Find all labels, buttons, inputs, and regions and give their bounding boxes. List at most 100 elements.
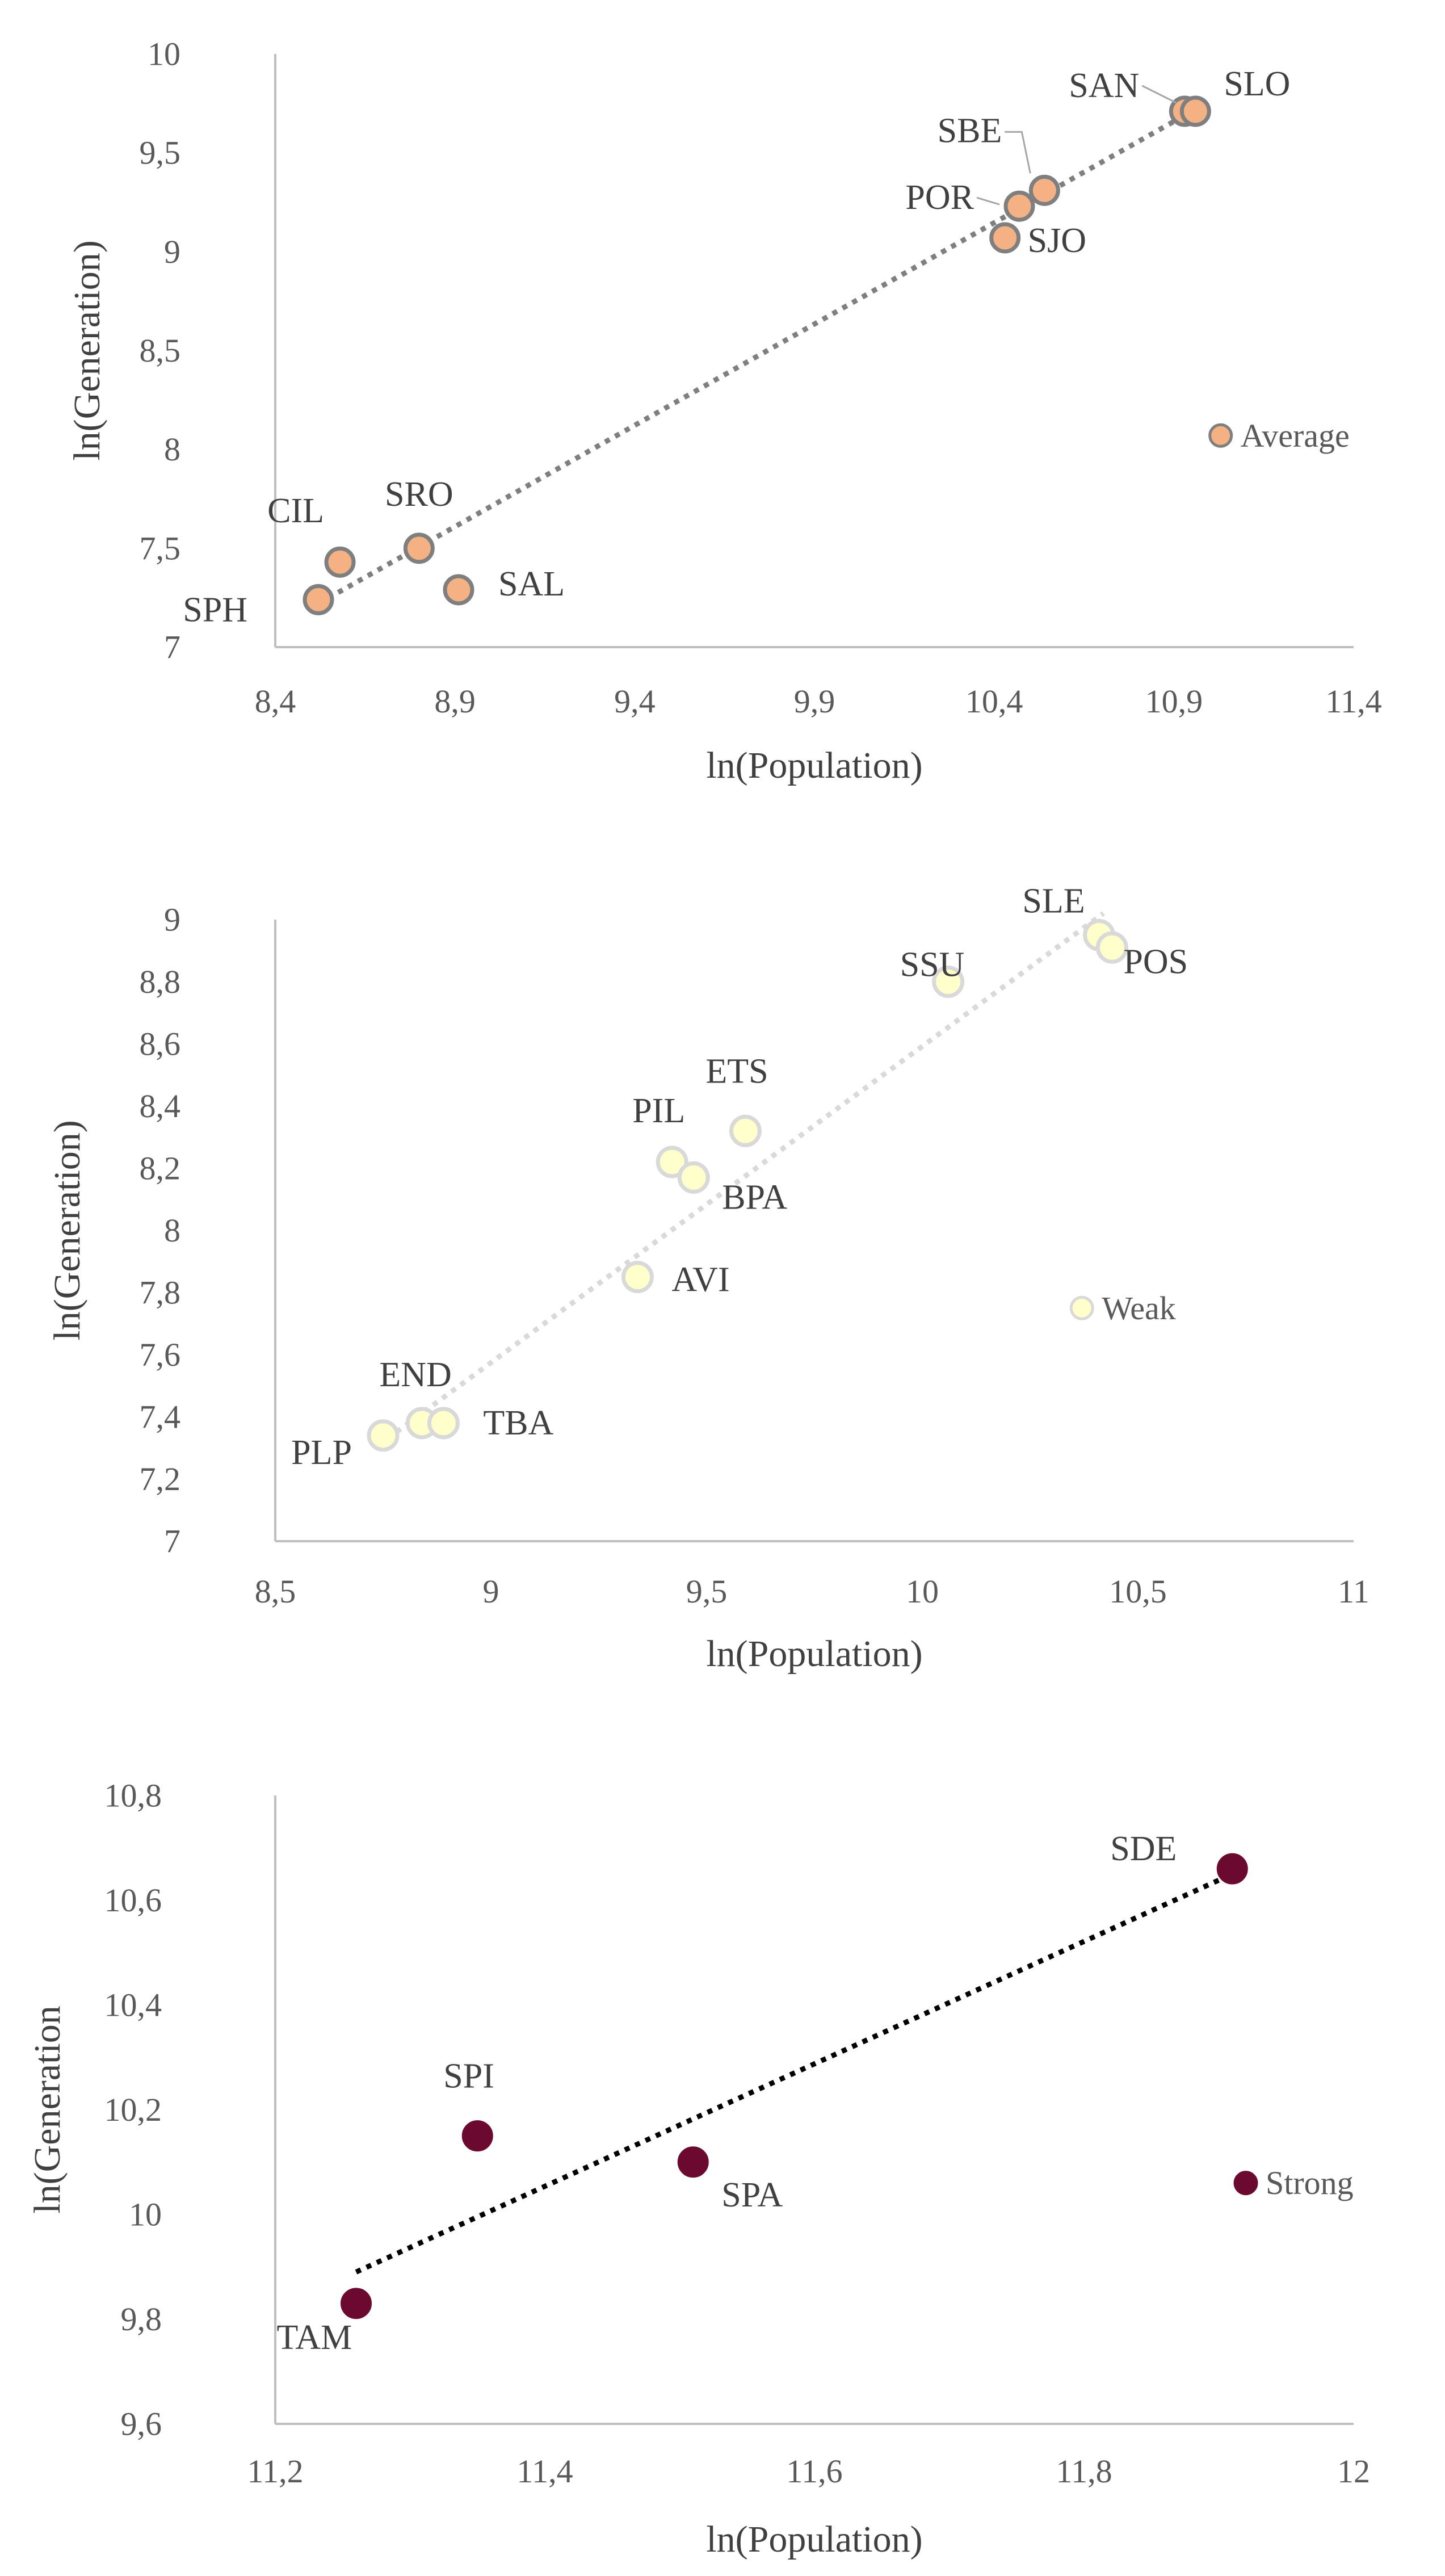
data-label-sbe: SBE xyxy=(938,111,1002,150)
legend-marker xyxy=(1069,1295,1094,1320)
x-tick-label: 12 xyxy=(1337,2453,1370,2490)
data-point-spa xyxy=(677,2146,709,2178)
data-label-avi: AVI xyxy=(671,1261,729,1299)
y-axis-title: ln(Generation) xyxy=(66,240,108,461)
data-label-sal: SAL xyxy=(498,565,565,603)
x-tick-label: 11,6 xyxy=(786,2453,842,2490)
legend-label: Strong xyxy=(1266,2164,1354,2201)
data-point-sde xyxy=(1216,1853,1248,1885)
y-tick-label: 10 xyxy=(148,36,180,73)
data-point-slo xyxy=(1179,95,1211,127)
data-label-pil: PIL xyxy=(632,1092,685,1130)
x-tick-label: 10 xyxy=(906,1573,939,1610)
x-tick-label: 9,5 xyxy=(686,1573,728,1610)
y-tick-label: 8,2 xyxy=(140,1150,181,1187)
data-point-sbe xyxy=(1028,174,1060,206)
data-point-sph xyxy=(303,584,334,615)
x-tick-label: 10,5 xyxy=(1109,1573,1167,1610)
data-point-spi xyxy=(461,2120,493,2152)
y-tick-label: 9 xyxy=(164,233,180,270)
data-label-sde: SDE xyxy=(1110,1830,1177,1868)
data-label-ssu: SSU xyxy=(900,946,965,984)
y-axis-title: ln(Generation) xyxy=(47,1120,88,1341)
data-label-tam: TAM xyxy=(277,2318,352,2357)
trendline xyxy=(355,1872,1234,2275)
x-tick-label: 11,4 xyxy=(1325,683,1381,720)
y-tick-label: 10 xyxy=(129,2196,162,2233)
y-tick-label: 7,2 xyxy=(140,1461,181,1497)
y-tick-label: 8 xyxy=(164,431,180,468)
y-tick-label: 7,5 xyxy=(140,530,181,567)
data-label-bpa: BPA xyxy=(722,1178,787,1216)
data-label-sle: SLE xyxy=(1022,882,1085,920)
x-tick-label: 8,9 xyxy=(434,683,476,720)
y-tick-label: 8,4 xyxy=(140,1088,181,1125)
data-label-san: SAN xyxy=(1069,66,1139,105)
data-point-pil xyxy=(656,1146,688,1178)
x-tick-label: 11,8 xyxy=(1056,2453,1112,2490)
data-label-slo: SLO xyxy=(1224,65,1290,103)
data-label-sph: SPH xyxy=(183,590,247,629)
x-axis-title: ln(Population) xyxy=(706,1633,922,1675)
data-point-plp xyxy=(367,1419,400,1452)
data-label-spi: SPI xyxy=(443,2057,494,2096)
x-tick-label: 10,9 xyxy=(1145,683,1203,720)
data-label-sro: SRO xyxy=(385,475,453,514)
chart-1-average: 8,4 8,9 9,4 9,9 10,4 10,9 11,4 7 7,5 8 8,5 9 9,5 10 ln… xyxy=(66,36,1382,787)
y-tick-label: 9,6 xyxy=(121,2406,162,2443)
x-tick-label: 9,4 xyxy=(614,683,656,720)
y-tick-label: 7 xyxy=(164,1523,180,1560)
x-tick-label: 8,5 xyxy=(255,1573,296,1610)
data-label-cil: CIL xyxy=(267,492,324,530)
y-tick-label: 10,6 xyxy=(104,1882,162,1919)
data-label-tba: TBA xyxy=(483,1404,553,1442)
x-tick-label: 10,4 xyxy=(965,683,1023,720)
data-point-bpa xyxy=(677,1161,710,1194)
y-tick-label: 7,8 xyxy=(140,1274,181,1311)
legend-label: Average xyxy=(1241,417,1350,454)
x-axis-title: ln(Population) xyxy=(706,745,922,786)
data-label-spa: SPA xyxy=(721,2176,783,2214)
y-tick-label: 10,4 xyxy=(104,1987,162,2024)
y-tick-label: 9,5 xyxy=(140,135,181,171)
data-label-end: END xyxy=(379,1356,451,1394)
y-tick-label: 8,5 xyxy=(140,332,181,369)
trendline xyxy=(385,911,1105,1441)
data-label-pos: POS xyxy=(1123,942,1188,981)
chart-2-weak: 8,5 9 9,5 10 10,5 11 7 7,2 7,4 7,6 7,8 8 8,2 8,4 8,6 8,… xyxy=(47,882,1370,1675)
y-tick-label: 8,6 xyxy=(140,1026,181,1063)
label-leader-line xyxy=(1141,85,1177,104)
data-point-sjo xyxy=(989,222,1021,254)
data-point-tam xyxy=(341,2288,372,2319)
data-point-tba xyxy=(427,1407,460,1440)
y-tick-label: 9,8 xyxy=(121,2301,162,2338)
data-point-cil xyxy=(324,546,356,578)
data-point-por xyxy=(1003,190,1035,222)
y-tick-label: 10,8 xyxy=(104,1777,162,1814)
y-tick-label: 7,4 xyxy=(140,1399,181,1436)
y-tick-label: 8,8 xyxy=(140,963,181,1000)
y-tick-label: 7 xyxy=(164,629,180,666)
y-tick-label: 8 xyxy=(164,1212,180,1249)
data-label-ets: ETS xyxy=(705,1052,768,1090)
legend-marker xyxy=(1233,2171,1258,2196)
data-point-pos xyxy=(1095,931,1128,964)
data-point-ssu xyxy=(932,966,965,998)
data-label-plp: PLP xyxy=(291,1433,352,1472)
data-point-sal xyxy=(443,574,474,606)
y-tick-label: 10,2 xyxy=(104,2091,162,2128)
y-tick-label: 7,6 xyxy=(140,1336,181,1373)
x-tick-label: 11,4 xyxy=(516,2453,573,2490)
chart-3-strong: 11,2 11,4 11,6 11,8 12 9,6 9,8 10 10,2 10,4 10,6 10… xyxy=(27,1777,1370,2561)
legend-label: Weak xyxy=(1102,1290,1176,1327)
data-point-ets xyxy=(729,1114,762,1147)
x-axis-title: ln(Population) xyxy=(706,2519,922,2560)
label-leader-line xyxy=(976,196,1000,205)
x-tick-label: 11,2 xyxy=(247,2453,303,2490)
x-tick-label: 8,4 xyxy=(255,683,296,720)
y-tick-label: 9 xyxy=(164,901,180,938)
trendline xyxy=(317,107,1197,606)
legend-marker xyxy=(1208,423,1233,448)
y-axis-title: ln(Generation xyxy=(27,2006,68,2214)
